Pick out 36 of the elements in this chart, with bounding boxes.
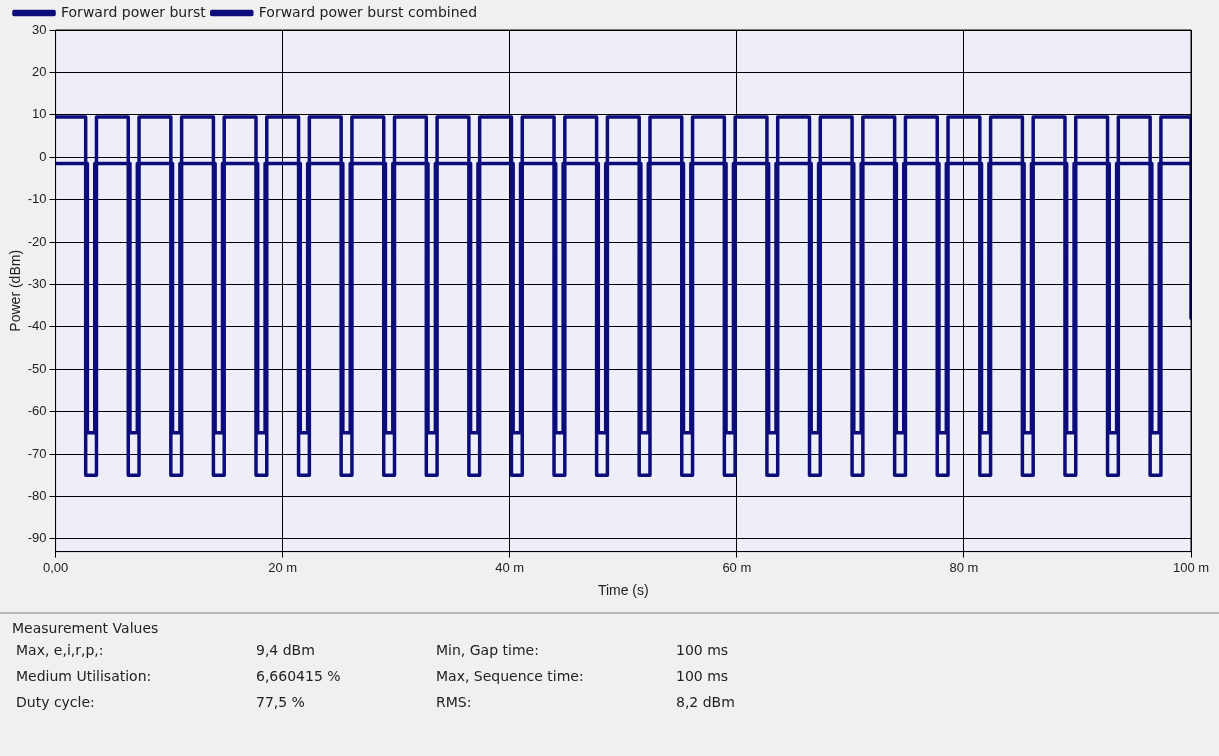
text: RMS:: [436, 694, 473, 710]
text: Measurement Values: [12, 620, 160, 636]
y-tick-label: -20: [27, 233, 47, 249]
text: Max, Sequence time:: [436, 668, 585, 684]
text: 9,4 dBm: [256, 642, 316, 658]
y-tick-label: -50: [27, 360, 47, 376]
y-tick-label: -30: [27, 276, 47, 292]
legend-label: Forward power burst combined: [258, 3, 478, 20]
y-tick-label: -90: [27, 530, 47, 546]
y-tick-label: 0: [39, 148, 47, 164]
x-tick-label: 20 m: [268, 559, 298, 575]
text: 77,5 %: [256, 694, 306, 710]
x-tick-label: 80 m: [949, 559, 979, 575]
text: 6,660415 %: [256, 668, 342, 684]
y-tick-label: -80: [27, 488, 47, 504]
x-tick-label: 60 m: [722, 559, 752, 575]
text: Medium Utilisation:: [16, 668, 153, 684]
x-tick-label: 40 m: [495, 559, 525, 575]
y-tick-label: 20: [32, 63, 47, 79]
y-tick-label: -70: [27, 445, 47, 461]
text: 100 ms: [676, 668, 730, 684]
x-tick-label: 0,00: [42, 559, 69, 575]
y-axis-title: Power (dBm): [7, 249, 24, 332]
y-tick-label: -60: [27, 403, 47, 419]
text: 8,2 dBm: [676, 694, 736, 710]
y-tick-label: 10: [32, 106, 47, 122]
text: 100 ms: [676, 642, 730, 658]
text: Min, Gap time:: [436, 642, 540, 658]
text: Duty cycle:: [16, 694, 96, 710]
y-tick-label: -10: [27, 191, 47, 207]
x-tick-label: 100 m: [1172, 559, 1210, 575]
text: Max, e,i,r,p,:: [16, 642, 105, 658]
y-tick-label: -40: [27, 318, 47, 334]
x-axis-title: Time (s): [597, 582, 649, 599]
y-tick-label: 30: [32, 21, 47, 37]
legend-label: Forward power burst: [61, 3, 207, 20]
